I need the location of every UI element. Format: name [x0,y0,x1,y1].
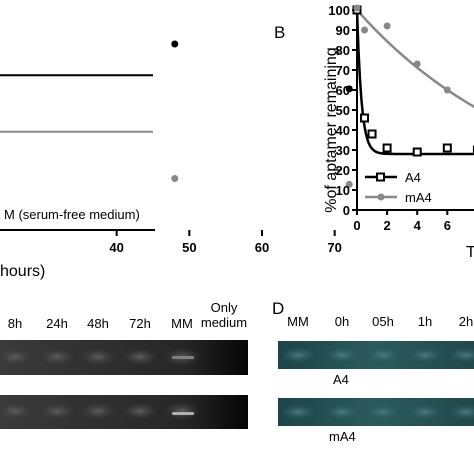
gel-d-lane-label: 1h [418,314,432,329]
panel-a-points [171,40,353,188]
gel-c-band [79,402,117,420]
gel-c-lane-label: Only medium [201,300,247,330]
gel-c-band [0,348,34,366]
panel-a-point-black [171,40,179,48]
gel-c-band [121,402,159,420]
panel-b-x-label: T [466,244,474,261]
gel-c-lane-label: 48h [87,316,109,331]
gel-d-lane-label: 05h [372,314,394,329]
panel-b-y-tick-label: 40 [336,123,350,138]
panel-b-y-label: %of aptamer remaining [323,47,340,212]
gel-d-band [280,347,316,363]
panel-a-x-tick-label: 60 [255,240,269,255]
gel-c-band [38,348,76,366]
gel-c-lane-label: 24h [46,316,68,331]
gel-d-band [407,347,443,363]
gel-c-band [121,348,159,366]
gel-d-band [365,404,401,420]
panel-b-y-tick-label: 30 [336,143,350,158]
panel-b-point-mA4 [383,22,391,30]
gel-c-mm-band [172,412,194,415]
panel-b-x-tick-label: 0 [353,218,360,233]
panel-b-point-mA4 [361,26,369,34]
panel-b-chart: B %of aptamer remaining 0102030405060708… [274,3,474,261]
gel-c-bands [0,348,201,420]
panel-a-point-gray [171,175,179,183]
gel-d-band [365,347,401,363]
gel-d-lane-label: MM [287,314,309,329]
panel-b-point-mA4 [443,86,451,94]
gel-c-band [163,402,201,420]
panel-b-x-tick-label: 4 [414,218,422,233]
gel-d-lane-label: 0h [335,314,349,329]
gel-d: D MM 0h 05h 1h 2h A4 mA4 [272,299,474,444]
panel-b-y-tick-label: 90 [336,23,350,38]
panel-a-point-black [345,85,353,93]
panel-a-x-ticks: 40 50 60 70 [109,230,342,255]
gel-d-label: D [272,299,284,318]
gel-c-lane-label: 8h [8,316,22,331]
gel-d-row-label-a4: A4 [333,372,349,387]
panel-b-x-ticks: 02468 [353,210,474,233]
gel-d-band [448,347,474,363]
gel-c-band [0,402,34,420]
gel-c-lane-label: 72h [129,316,151,331]
panel-b-label: B [274,23,285,42]
gel-d-lane-label: 2h [459,314,473,329]
panel-b-point-mA4 [353,4,361,12]
panel-b-legend-marker-mA4 [377,193,385,201]
gel-d-bands [280,347,474,420]
gel-c-band [79,348,117,366]
panel-a-x-tick-label: 50 [182,240,196,255]
panel-b-legend-marker-A4 [376,172,385,182]
panel-b-y-tick-label: 70 [336,63,350,78]
gel-c: 8h 24h 48h 72h MM Only medium [0,300,248,429]
panel-b-point-A4 [442,143,452,153]
panel-b-y-tick-label: 60 [336,83,350,98]
panel-a-fit-lines [0,74,153,133]
panel-b-point-A4 [367,129,377,139]
gel-d-lane-labels: MM 0h 05h 1h 2h [287,314,473,329]
panel-b-y-tick-label: 50 [336,103,350,118]
gel-d-band [324,347,360,363]
panel-a-point-gray [345,180,353,188]
panel-b-y-tick-label: 10 [336,183,350,198]
panel-b-point-mA4 [413,60,421,68]
gel-c-band [38,402,76,420]
panel-b-point-A4 [412,147,422,157]
gel-d-band [324,404,360,420]
panel-b-fit-mA4 [356,9,474,109]
panel-a-x-tick-label: 70 [327,240,341,255]
gel-c-lane-label: MM [171,316,193,331]
panel-b-y-tick-label: 20 [336,163,350,178]
panel-b-x-tick-label: 2 [383,218,390,233]
panel-a-x-label: hours) [0,263,45,280]
panel-b-point-A4 [382,143,392,153]
panel-b-legend-label-mA4: mA4 [405,190,432,205]
panel-b-point-A4 [360,113,370,123]
panel-b-fit-curves [355,9,474,156]
panel-b-y-tick-label: 80 [336,43,350,58]
panel-b-fit-A4 [355,9,474,156]
panel-a-annotation: M (serum-free medium) [4,207,140,222]
panel-b-y-ticks: 0 10 20 30 40 50 60 70 80 90 100 [328,3,357,218]
gel-d-row-label-ma4: mA4 [329,429,356,444]
panel-b-x-tick-label: 6 [444,218,451,233]
panel-b-y-tick-label: 0 [343,203,350,218]
gel-d-band [407,404,443,420]
gel-d-band [280,404,316,420]
panel-b-points [352,4,474,157]
panel-b-y-tick-label: 100 [328,3,350,18]
gel-c-mm-band [172,356,194,359]
gel-d-band [448,404,474,420]
panel-b-legend-label-A4: A4 [405,170,421,185]
gel-c-lane-labels: 8h 24h 48h 72h MM Only medium [8,300,247,331]
panel-a-x-tick-label: 40 [109,240,123,255]
panel-a-chart: 40 50 60 70 M (serum-free medium) hours) [0,40,353,280]
